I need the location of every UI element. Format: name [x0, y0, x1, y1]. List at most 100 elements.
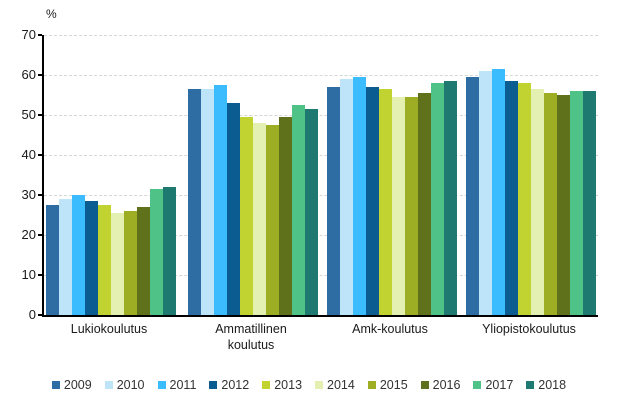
- bar-2013: [518, 83, 531, 315]
- grid-line: [44, 235, 598, 236]
- bar-2015: [124, 211, 137, 315]
- bar-2012: [85, 201, 98, 315]
- legend-swatch: [157, 381, 166, 389]
- legend-item-2012: 2012: [209, 378, 249, 392]
- bar-2011: [492, 69, 505, 315]
- grid-line: [44, 35, 598, 36]
- y-tick-label: 50: [21, 107, 36, 122]
- bar-2015: [544, 93, 557, 315]
- bar-2017: [150, 189, 163, 315]
- legend-swatch: [367, 381, 376, 389]
- legend-label: 2018: [538, 378, 567, 392]
- grid-line: [44, 275, 598, 276]
- legend-item-2014: 2014: [315, 378, 355, 392]
- legend-label: 2014: [327, 378, 355, 392]
- bar-2009: [466, 77, 479, 315]
- bar-2016: [137, 207, 150, 315]
- y-tick-label: 70: [21, 27, 36, 42]
- bar-group-2: [188, 35, 318, 315]
- y-axis-tick: [38, 114, 42, 116]
- bar-2017: [292, 105, 305, 315]
- grid-line: [44, 195, 598, 196]
- bar-group-3: [327, 35, 457, 315]
- legend-swatch: [315, 381, 324, 389]
- legend-swatch: [526, 381, 535, 389]
- legend-label: 2011: [169, 378, 197, 392]
- y-axis-tick: [38, 314, 42, 316]
- bar-2018: [163, 187, 176, 315]
- grid-line: [44, 155, 598, 156]
- bar-2010: [479, 71, 492, 315]
- bar-2014: [531, 89, 544, 315]
- bar-2013: [98, 205, 111, 315]
- legend-item-2017: 2017: [473, 378, 513, 392]
- bar-2016: [557, 95, 570, 315]
- legend-swatch: [262, 381, 271, 389]
- y-tick-label: 0: [28, 307, 36, 322]
- bar-2012: [366, 87, 379, 315]
- bar-2009: [46, 205, 59, 315]
- legend-label: 2016: [432, 378, 461, 392]
- y-axis-unit-label: %: [46, 7, 57, 21]
- grid-line: [44, 115, 598, 116]
- grid-line: [44, 75, 598, 76]
- legend-item-2016: 2016: [420, 378, 461, 392]
- y-tick-label: 30: [21, 187, 36, 202]
- bar-2011: [214, 85, 227, 315]
- category-label: Yliopistokoulutus: [482, 322, 576, 336]
- y-axis-tick: [38, 274, 42, 276]
- bar-2011: [353, 77, 366, 315]
- bar-2009: [188, 89, 201, 315]
- bar-2018: [583, 91, 596, 315]
- legend-label: 2013: [274, 378, 303, 392]
- bar-2011: [72, 195, 85, 315]
- plot-area: 0 10 20 30 40 50 60 70: [22, 27, 598, 322]
- legend-item-2013: 2013: [262, 378, 302, 392]
- legend-item-2018: 2018: [526, 378, 566, 392]
- bar-2010: [59, 199, 72, 315]
- bar-2015: [266, 125, 279, 315]
- legend-item-2015: 2015: [367, 378, 408, 392]
- bar-2013: [379, 89, 392, 315]
- bar-2017: [570, 91, 583, 315]
- bar-2012: [227, 103, 240, 315]
- bar-2010: [340, 79, 353, 315]
- category-label: Amk-koulutus: [352, 322, 428, 336]
- bar-2017: [431, 83, 444, 315]
- legend: 2009 2010 2011 2012 2013 2014 2015 2016 2017 2018: [0, 378, 618, 392]
- legend-swatch: [473, 381, 482, 389]
- legend-swatch: [209, 381, 218, 389]
- bar-2012: [505, 81, 518, 315]
- legend-label: 2012: [221, 378, 250, 392]
- bar-2010: [201, 89, 214, 315]
- y-tick-label: 60: [21, 67, 36, 82]
- legend-item-2011: 2011: [157, 378, 197, 392]
- y-axis-tick: [38, 34, 42, 36]
- legend-label: 2015: [379, 378, 408, 392]
- y-tick-label: 10: [21, 267, 36, 282]
- bar-2016: [279, 117, 292, 315]
- bar-2018: [444, 81, 457, 315]
- legend-label: 2009: [63, 378, 92, 392]
- y-axis-tick: [38, 234, 42, 236]
- legend-label: 2010: [116, 378, 145, 392]
- legend-item-2010: 2010: [104, 378, 145, 392]
- bar-group-1: [46, 35, 176, 315]
- bar-2014: [111, 213, 124, 315]
- category-label: Lukiokoulutus: [70, 322, 148, 336]
- y-axis-tick: [38, 74, 42, 76]
- bar-2013: [240, 117, 253, 315]
- legend-swatch: [51, 381, 60, 389]
- bar-2018: [305, 109, 318, 315]
- bar-2014: [253, 123, 266, 315]
- y-tick-label: 40: [21, 147, 36, 162]
- legend-item-2009: 2009: [51, 378, 92, 392]
- y-tick-label: 20: [21, 227, 36, 242]
- y-axis-tick: [38, 154, 42, 156]
- bar-2015: [405, 97, 418, 315]
- category-label: Ammatillinen koulutus: [215, 322, 287, 352]
- bar-group-4: [466, 35, 596, 315]
- bar-2009: [327, 87, 340, 315]
- y-axis-tick: [38, 194, 42, 196]
